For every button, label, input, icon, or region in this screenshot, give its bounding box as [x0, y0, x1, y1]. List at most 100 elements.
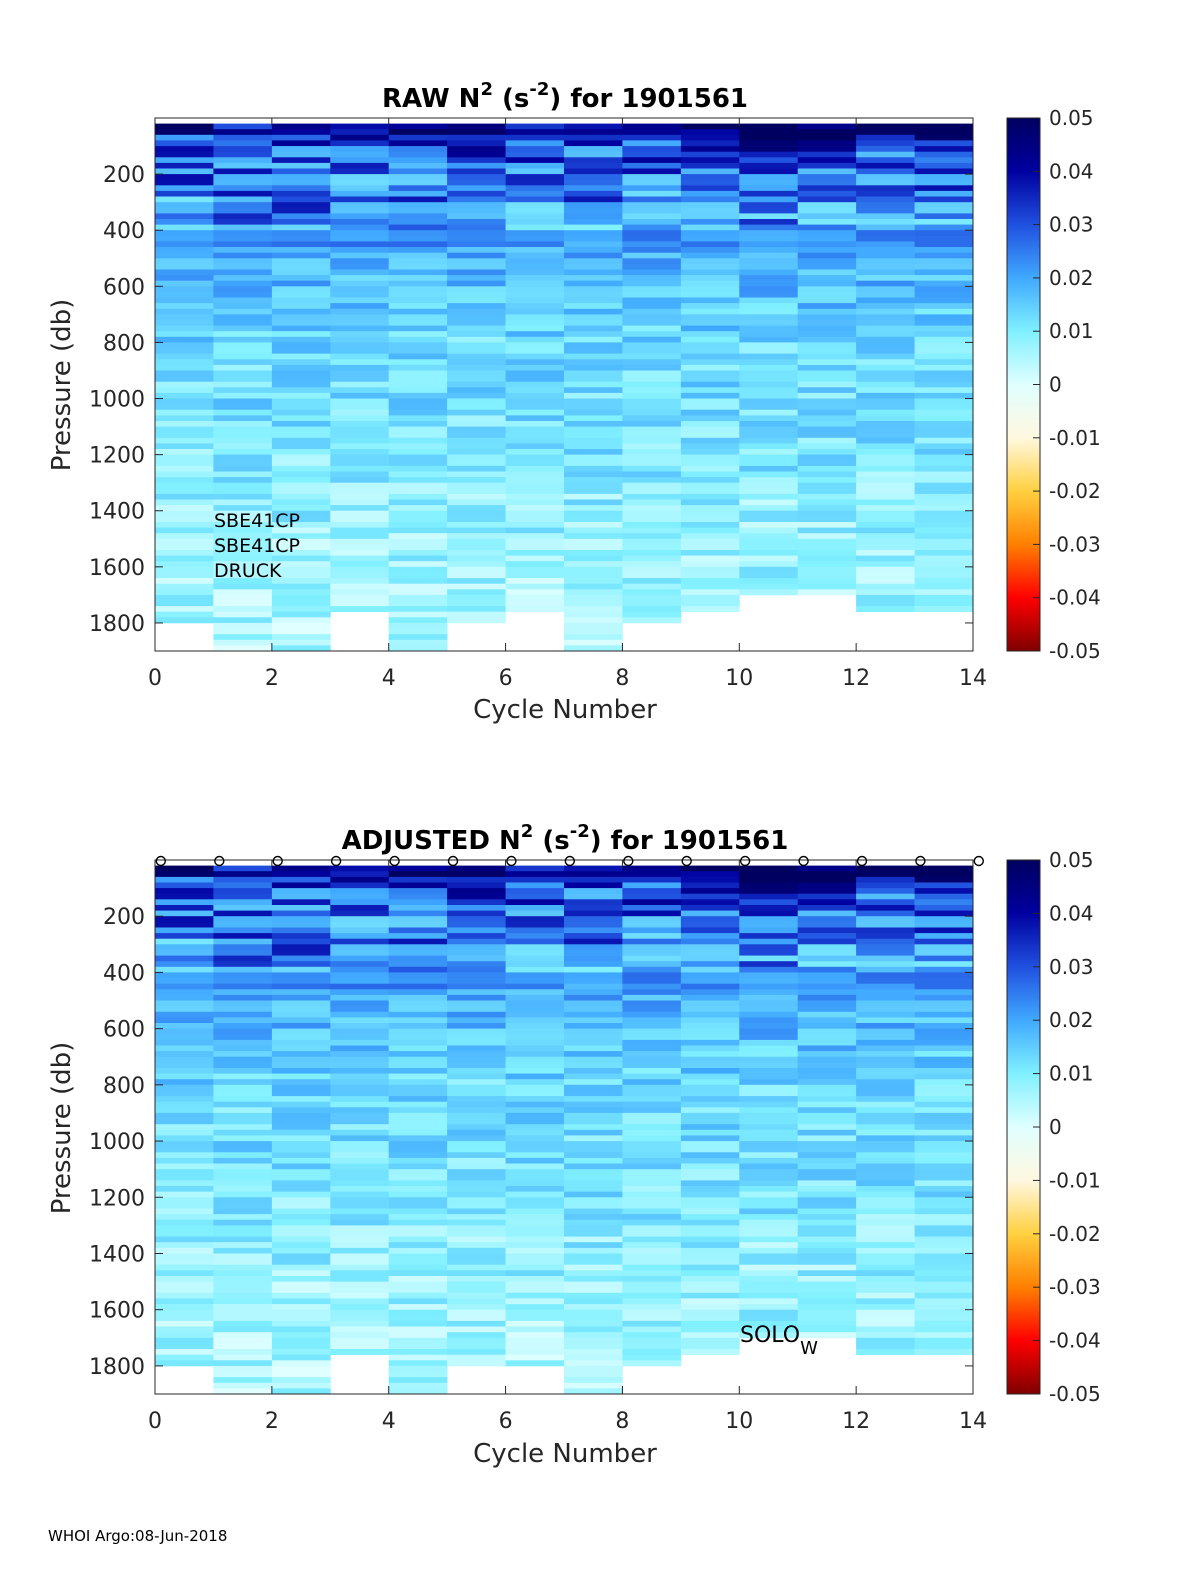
heatmap-cell [271, 1186, 331, 1192]
heatmap-cell [564, 600, 623, 607]
heatmap-cell [155, 303, 214, 310]
heatmap-cell [213, 594, 273, 601]
heatmap-cell [739, 280, 799, 287]
heatmap-cell [271, 1320, 331, 1327]
heatmap-cell [447, 544, 506, 551]
raw-colorbar-ticks: 0.050.040.030.020.010-0.01-0.02-0.03-0.0… [1033, 106, 1101, 663]
heatmap-cell [564, 151, 623, 158]
heatmap-cell [914, 533, 974, 540]
heatmap-cell [155, 415, 214, 422]
heatmap-cell [856, 983, 915, 990]
heatmap-cell [447, 1023, 506, 1029]
heatmap-cell [797, 1146, 857, 1153]
heatmap-cell [330, 331, 390, 338]
heatmap-cell [680, 269, 740, 276]
heatmap-cell [330, 555, 390, 562]
heatmap-cell [622, 1000, 682, 1007]
heatmap-cell [622, 899, 682, 906]
heatmap-cell [622, 151, 682, 158]
heatmap-cell [564, 454, 623, 461]
heatmap-cell [330, 308, 390, 315]
heatmap-cell [271, 331, 331, 338]
heatmap-cell [505, 600, 565, 607]
heatmap-cell [271, 972, 331, 979]
heatmap-cell [155, 589, 214, 596]
heatmap-cell [213, 140, 273, 147]
heatmap-cell [739, 263, 799, 270]
heatmap-cell [388, 275, 448, 282]
heatmap-cell [388, 893, 448, 900]
heatmap-cell [447, 1141, 506, 1148]
heatmap-cell [447, 314, 506, 321]
heatmap-cell [155, 1343, 214, 1350]
heatmap-cell [505, 202, 565, 209]
heatmap-cell [213, 404, 273, 411]
heatmap-cell [622, 910, 682, 917]
heatmap-cell [271, 516, 331, 523]
heatmap-cell [914, 392, 974, 399]
heatmap-cell [213, 989, 273, 996]
heatmap-cell [213, 252, 273, 259]
heatmap-cell [797, 989, 857, 996]
heatmap-cell [388, 320, 448, 326]
heatmap-cell [388, 1051, 448, 1058]
heatmap-cell [330, 1332, 390, 1339]
heatmap-cell [739, 989, 799, 996]
heatmap-cell [330, 1304, 390, 1311]
heatmap-cell [856, 1073, 915, 1080]
heatmap-cell [330, 219, 390, 225]
heatmap-cell [271, 134, 331, 141]
heatmap-cell [447, 342, 506, 349]
heatmap-cell [213, 1365, 273, 1372]
heatmap-cell [447, 348, 506, 354]
heatmap-cell [213, 235, 273, 242]
heatmap-cell [914, 572, 974, 579]
heatmap-cell [622, 1174, 682, 1181]
heatmap-cell [739, 1219, 799, 1226]
heatmap-cell [564, 983, 623, 990]
heatmap-cell [856, 583, 915, 590]
heatmap-cell [271, 320, 331, 326]
heatmap-cell [447, 230, 506, 237]
heatmap-cell [622, 1039, 682, 1046]
heatmap-cell [739, 865, 799, 872]
heatmap-cell [739, 1320, 799, 1327]
heatmap-cell [797, 1281, 857, 1288]
heatmap-cell [213, 1084, 273, 1091]
heatmap-cell [155, 905, 214, 911]
heatmap-cell [388, 1276, 448, 1282]
heatmap-cell [213, 219, 273, 225]
heatmap-cell [739, 1231, 799, 1237]
heatmap-cell [155, 286, 214, 293]
heatmap-cell [330, 1084, 390, 1091]
heatmap-cell [856, 426, 915, 433]
heatmap-cell [447, 1174, 506, 1181]
heatmap-cell [856, 1000, 915, 1007]
heatmap-cell [213, 876, 273, 883]
heatmap-cell [739, 510, 799, 517]
heatmap-cell [739, 1270, 799, 1277]
heatmap-cell [680, 482, 740, 489]
heatmap-cell [622, 252, 682, 259]
heatmap-cell [155, 482, 214, 489]
heatmap-cell [388, 179, 448, 186]
heatmap-cell [564, 1365, 623, 1372]
heatmap-cell [505, 1259, 565, 1266]
heatmap-cell [388, 611, 448, 618]
heatmap-cell [155, 1163, 214, 1170]
heatmap-cell [271, 190, 331, 197]
heatmap-cell [739, 465, 799, 472]
heatmap-cell [505, 1152, 565, 1159]
heatmap-cell [447, 421, 506, 427]
heatmap-cell [564, 905, 623, 911]
heatmap-cell [622, 196, 682, 203]
heatmap-cell [739, 241, 799, 248]
heatmap-cell [680, 247, 740, 253]
heatmap-cell [330, 1343, 390, 1350]
heatmap-cell [680, 488, 740, 495]
heatmap-cell [271, 1349, 331, 1355]
heatmap-cell [797, 865, 857, 872]
heatmap-cell [680, 241, 740, 248]
heatmap-cell [914, 477, 974, 484]
heatmap-cell [155, 1214, 214, 1221]
